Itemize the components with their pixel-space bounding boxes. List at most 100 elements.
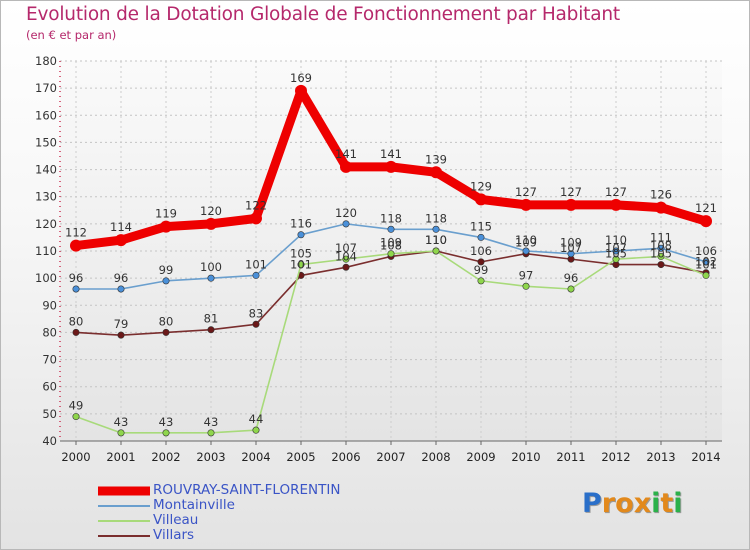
x-tick-label: 2004: [241, 450, 270, 464]
data-label-3: 110: [425, 233, 447, 247]
y-tick-label: 150: [35, 135, 57, 149]
series-point-3: [342, 263, 350, 271]
data-label-2: 107: [605, 241, 627, 255]
series-point-0: [205, 217, 217, 230]
data-label-3: 102: [695, 255, 717, 269]
data-label-1: 99: [159, 263, 174, 277]
legend-label-rouvray: ROUVRAY-SAINT-FLORENTIN: [153, 482, 341, 498]
y-tick-label: 170: [35, 81, 57, 95]
series-point-1: [342, 220, 350, 228]
series-point-2: [162, 429, 170, 437]
x-tick-label: 2009: [466, 450, 495, 464]
data-label-3: 80: [69, 314, 84, 328]
series-point-1: [522, 247, 530, 255]
data-label-1: 100: [200, 260, 222, 274]
y-tick-label: 160: [35, 108, 57, 122]
data-label-1: 115: [470, 219, 492, 233]
data-label-2: 108: [650, 238, 672, 252]
data-label-0: 112: [65, 226, 87, 240]
data-label-1: 106: [695, 244, 717, 258]
series-point-1: [252, 271, 260, 279]
x-tick-label: 2014: [691, 450, 720, 464]
data-label-3: 80: [159, 314, 174, 328]
logo-letter: i: [651, 488, 661, 519]
series-point-0: [565, 198, 577, 211]
legend-swatch-rouvray: [98, 486, 150, 496]
data-label-1: 101: [245, 257, 267, 271]
data-label-3: 107: [560, 241, 582, 255]
data-label-1: 96: [114, 271, 129, 285]
legend-swatch-villars: [98, 535, 150, 537]
x-tick-label: 2000: [61, 450, 90, 464]
series-point-0: [520, 198, 532, 211]
legend-item-montainville: Montainville: [98, 498, 340, 513]
y-tick-label: 90: [42, 298, 57, 312]
proxiti-logo: Proxiti: [582, 488, 683, 519]
data-label-0: 114: [110, 220, 132, 234]
data-label-1: 109: [560, 236, 582, 250]
data-label-3: 109: [515, 236, 537, 250]
y-tick-label: 60: [42, 380, 57, 394]
data-label-2: 107: [335, 241, 357, 255]
data-label-1: 110: [605, 233, 627, 247]
series-point-1: [387, 225, 395, 233]
series-point-1: [72, 285, 80, 293]
logo-letter: t: [660, 488, 674, 519]
data-label-0: 139: [425, 152, 447, 166]
y-tick-label: 100: [35, 271, 57, 285]
series-point-0: [160, 220, 172, 233]
series-point-0: [610, 198, 622, 211]
series-point-3: [207, 326, 215, 334]
x-tick-label: 2001: [106, 450, 135, 464]
logo-letter: i: [673, 488, 683, 519]
data-label-0: 127: [560, 185, 582, 199]
data-label-2: 105: [290, 247, 312, 261]
series-point-0: [115, 234, 127, 247]
data-label-2: 110: [425, 233, 447, 247]
series-point-3: [477, 258, 485, 266]
x-tick-label: 2003: [196, 450, 225, 464]
legend-swatch-villeau: [98, 520, 150, 522]
data-label-2: 43: [114, 415, 129, 429]
data-label-1: 96: [69, 271, 84, 285]
x-tick-label: 2012: [601, 450, 630, 464]
series-point-3: [657, 261, 665, 269]
data-label-1: 118: [425, 211, 447, 225]
data-label-2: 99: [474, 263, 489, 277]
series-point-2: [207, 429, 215, 437]
x-tick-label: 2007: [376, 450, 405, 464]
legend-item-villars: Villars: [98, 528, 340, 543]
data-label-0: 141: [335, 147, 357, 161]
chart-subtitle: (en € et par an): [26, 28, 117, 42]
series-point-1: [117, 285, 125, 293]
data-label-0: 169: [290, 71, 312, 85]
logo-letter: o: [615, 488, 634, 519]
series-point-3: [162, 328, 170, 336]
series-point-1: [702, 258, 710, 266]
data-label-2: 109: [380, 236, 402, 250]
series-point-2: [72, 413, 80, 421]
legend-item-rouvray: ROUVRAY-SAINT-FLORENTIN: [98, 483, 340, 498]
y-tick-label: 120: [35, 217, 57, 231]
series-point-2: [657, 252, 665, 260]
y-tick-label: 50: [42, 407, 57, 421]
data-label-2: 44: [249, 412, 264, 426]
series-point-2: [117, 429, 125, 437]
data-label-0: 141: [380, 147, 402, 161]
y-tick-label: 180: [35, 54, 57, 68]
x-tick-label: 2010: [511, 450, 540, 464]
data-label-0: 120: [200, 204, 222, 218]
series-point-0: [655, 201, 667, 214]
series-point-2: [702, 271, 710, 279]
y-tick-label: 140: [35, 163, 57, 177]
x-tick-label: 2011: [556, 450, 585, 464]
data-label-2: 97: [519, 268, 534, 282]
data-label-3: 105: [605, 247, 627, 261]
series-point-2: [387, 250, 395, 258]
logo-letter: P: [582, 488, 602, 519]
series-point-0: [70, 239, 82, 252]
data-label-3: 106: [470, 244, 492, 258]
legend-item-villeau: Villeau: [98, 513, 340, 528]
y-tick-label: 70: [42, 353, 57, 367]
legend: ROUVRAY-SAINT-FLORENTIN Montainville Vil…: [98, 483, 340, 543]
